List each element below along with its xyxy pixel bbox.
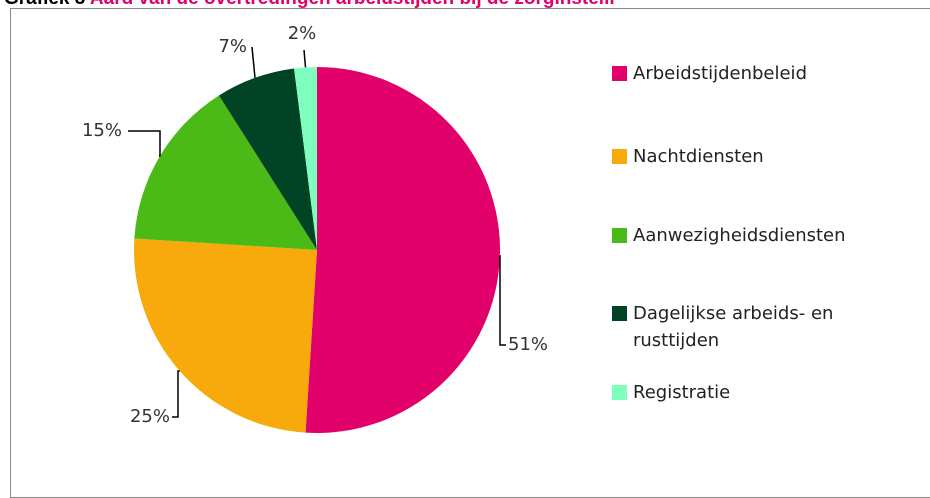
legend-label: Registratie (633, 382, 731, 403)
legend-item: Registratie (612, 379, 902, 406)
data-label: 7% (218, 36, 247, 57)
leader-line (303, 49, 307, 68)
legend-swatch (612, 228, 627, 243)
legend-swatch (612, 149, 627, 164)
legend-label: Nachtdiensten (633, 146, 764, 167)
data-label: 15% (82, 120, 122, 141)
leader-line (499, 254, 506, 346)
legend-label: Aanwezigheidsdiensten (633, 225, 846, 246)
data-label: 2% (288, 23, 317, 44)
pie-slice (305, 67, 501, 433)
legend-label: Arbeidstijdenbeleid (633, 63, 807, 84)
legend-item: Aanwezigheidsdiensten (612, 222, 902, 249)
title-bar: Grafiek 3 Aard van de overtredingen arbe… (4, 0, 615, 10)
leader-line (251, 46, 256, 78)
legend-swatch (612, 306, 627, 321)
pie-slice (134, 238, 317, 433)
legend-item: Dagelijkse arbeids- en rusttijden (612, 300, 902, 354)
pie-slice (218, 68, 317, 250)
data-label: 51% (508, 334, 548, 355)
leader-line (128, 130, 161, 158)
figure-label: Grafiek 3 (4, 0, 85, 9)
data-label: 25% (130, 406, 170, 427)
legend-swatch (612, 66, 627, 81)
page: Grafiek 3 Aard van de overtredingen arbe… (4, 0, 930, 498)
leader-line (172, 370, 180, 418)
legend-swatch (612, 385, 627, 400)
pie-slice (294, 67, 317, 250)
chart: 51% 25% 15% 7% 2% (82, 23, 548, 433)
legend-label: Dagelijkse arbeids- en rusttijden (633, 303, 834, 351)
legend-item: Arbeidstijdenbeleid (612, 60, 902, 87)
legend-item: Nachtdiensten (612, 143, 902, 170)
pie-slice (134, 95, 317, 250)
chart-title: Aard van de overtredingen arbeidstijden … (90, 0, 615, 9)
